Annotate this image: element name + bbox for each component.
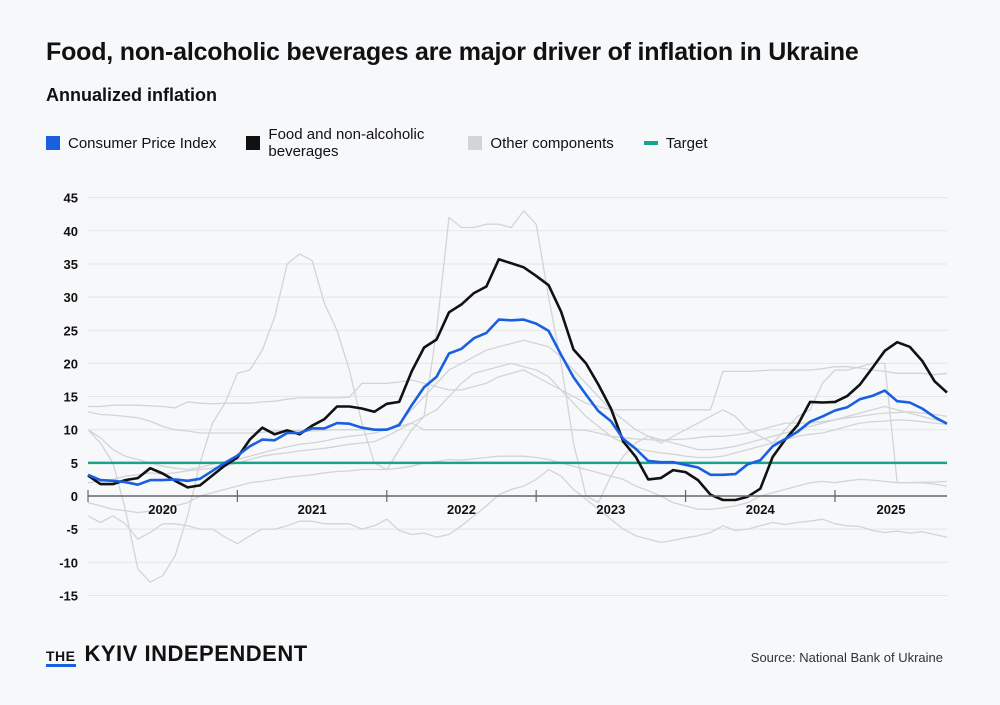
legend-label: Target: [665, 134, 708, 152]
legend-swatch-food: [246, 136, 261, 150]
other-component-line: [87, 455, 948, 514]
other-component-line: [87, 411, 948, 441]
other-component-line: [88, 366, 948, 411]
x-tick-label: 2022: [447, 502, 476, 517]
x-tick-label: 2023: [596, 502, 625, 517]
legend-item-other: Other components: [468, 134, 614, 152]
legend-swatch-cpi: [46, 136, 60, 150]
legend-swatch-target: [643, 141, 658, 145]
logo-prefix: THE: [46, 649, 76, 667]
y-tick-label: 25: [64, 323, 78, 338]
chart-subtitle: Annualized inflation: [46, 85, 217, 105]
y-tick-label: -15: [59, 588, 78, 603]
food-line: [87, 258, 948, 502]
y-tick-label: 0: [71, 489, 78, 504]
x-tick-label: 2024: [746, 502, 776, 517]
chart-title: Food, non-alcoholic beverages are major …: [46, 38, 859, 66]
legend-label: Other components: [490, 134, 614, 152]
legend-swatch-other: [468, 136, 483, 150]
y-tick-label: 20: [64, 356, 78, 371]
legend-label: Consumer Price Index: [68, 134, 217, 152]
y-tick-label: 15: [64, 390, 78, 405]
x-tick-label: 2025: [877, 502, 906, 517]
other-component-line: [87, 468, 948, 545]
legend-label: Food and non-alcoholic beverages: [268, 126, 425, 160]
y-tick-label: -5: [66, 522, 78, 537]
logo-name: KYIV INDEPENDENT: [84, 641, 308, 666]
y-tick-label: 30: [64, 290, 78, 305]
other-component-line: [87, 362, 948, 484]
legend: Consumer Price Index Food and non-alcoho…: [46, 126, 738, 160]
y-tick-label: 45: [64, 191, 78, 206]
other-component-line: [87, 339, 948, 471]
x-tick-label: 2021: [298, 502, 327, 517]
y-tick-label: 10: [64, 423, 78, 438]
y-tick-label: 40: [64, 224, 78, 239]
cpi-line: [87, 318, 948, 486]
legend-item-food: Food and non-alcoholic beverages: [246, 126, 438, 160]
legend-item-target: Target: [643, 134, 708, 152]
legend-item-cpi: Consumer Price Index: [46, 135, 216, 152]
source-note: Source: National Bank of Ukraine: [750, 650, 943, 665]
y-tick-label: 5: [71, 456, 78, 471]
y-tick-label: 35: [64, 257, 78, 272]
x-tick-label: 2020: [148, 502, 177, 517]
kyiv-independent-logo: THE KYIV INDEPENDENT: [46, 641, 308, 667]
y-tick-label: -10: [59, 555, 78, 570]
